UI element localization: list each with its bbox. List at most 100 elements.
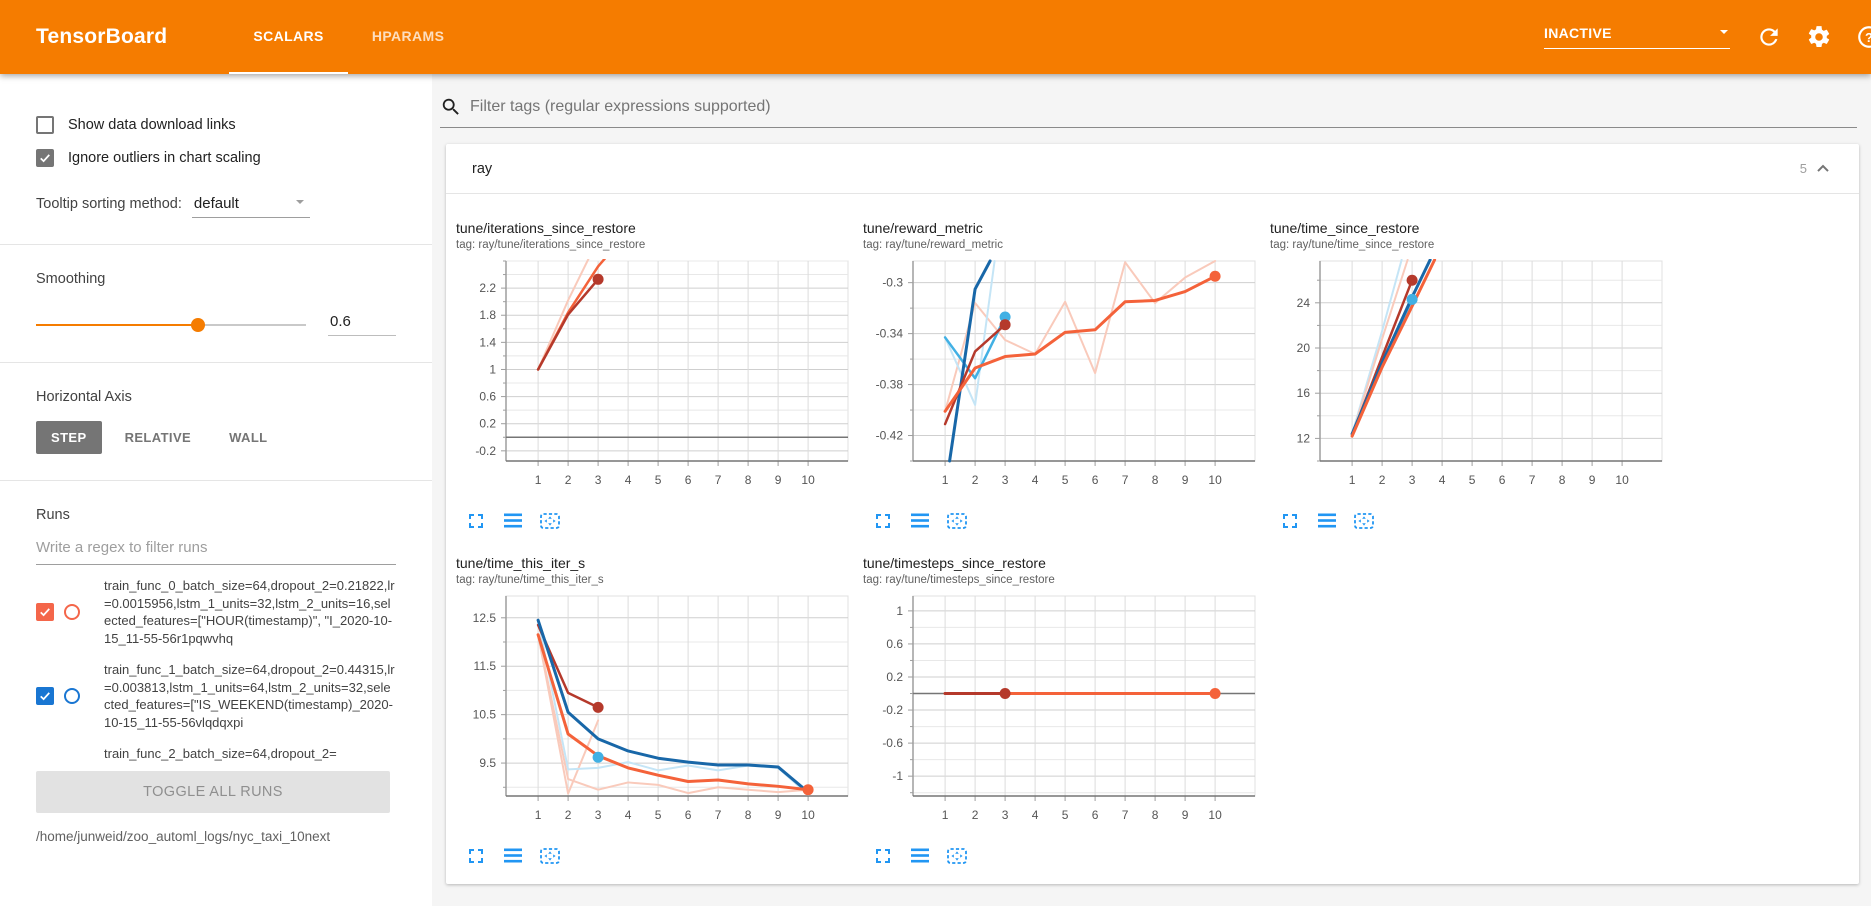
line-chart[interactable]: -1 -0.6 -0.2 0.2 0.6 1 1 2 3 4 5 6 7 8 9 10 bbox=[861, 590, 1263, 840]
axis-step-button[interactable]: STEP bbox=[36, 421, 102, 454]
svg-text:5: 5 bbox=[1469, 473, 1476, 487]
fit-data-icon[interactable] bbox=[538, 509, 562, 533]
runs-filter-input[interactable] bbox=[36, 539, 396, 556]
checkbox-checked-icon[interactable] bbox=[36, 149, 54, 167]
flush-lines-icon[interactable] bbox=[501, 844, 525, 868]
fullscreen-icon[interactable] bbox=[871, 509, 895, 533]
svg-text:20: 20 bbox=[1297, 341, 1311, 355]
svg-text:9: 9 bbox=[1182, 808, 1189, 822]
divider bbox=[0, 480, 432, 481]
divider bbox=[0, 244, 432, 245]
help-icon[interactable]: ? bbox=[1856, 24, 1871, 50]
smoothing-value[interactable]: 0.6 bbox=[328, 313, 396, 336]
flush-lines-icon[interactable] bbox=[908, 509, 932, 533]
tooltip-sort-dropdown[interactable]: default bbox=[191, 195, 310, 218]
chart-title: tune/iterations_since_restore bbox=[456, 220, 636, 236]
fullscreen-icon[interactable] bbox=[871, 844, 895, 868]
line-chart[interactable]: -0.2 0.2 0.6 1 1.4 1.8 2.2 1 2 3 4 5 6 7 8 9 10 bbox=[454, 255, 856, 505]
status-label: INACTIVE bbox=[1544, 25, 1612, 41]
run-radio-icon[interactable] bbox=[64, 688, 80, 705]
flush-lines-icon[interactable] bbox=[908, 844, 932, 868]
flush-lines-icon[interactable] bbox=[501, 509, 525, 533]
status-dropdown[interactable]: INACTIVE bbox=[1544, 25, 1730, 49]
refresh-icon[interactable] bbox=[1756, 24, 1782, 50]
section-title: ray bbox=[472, 160, 493, 177]
line-chart[interactable]: -0.42 -0.38 -0.34 -0.3 1 2 3 4 5 6 7 8 9 10 bbox=[861, 255, 1263, 505]
settings-icon[interactable] bbox=[1806, 24, 1832, 50]
svg-text:-1: -1 bbox=[892, 769, 903, 783]
run-checkbox-icon[interactable] bbox=[36, 687, 54, 706]
svg-text:1: 1 bbox=[1349, 473, 1356, 487]
section-chart-count: 5 bbox=[1799, 161, 1807, 176]
slider-handle[interactable] bbox=[191, 317, 205, 332]
svg-text:3: 3 bbox=[1002, 808, 1009, 822]
tooltip-sort-value: default bbox=[193, 195, 239, 212]
ray-section-header[interactable]: ray 5 bbox=[446, 144, 1859, 194]
tag-filter-input[interactable] bbox=[470, 98, 1857, 116]
svg-text:6: 6 bbox=[685, 473, 692, 487]
svg-text:9: 9 bbox=[1589, 473, 1596, 487]
run-list-item[interactable]: train_func_2_batch_size=64,dropout_2= bbox=[36, 745, 396, 765]
axis-relative-button[interactable]: RELATIVE bbox=[124, 430, 192, 445]
ignore-outliers-checkbox-row[interactable]: Ignore outliers in chart scaling bbox=[36, 149, 396, 167]
svg-text:2: 2 bbox=[565, 808, 572, 822]
chevron-up-icon[interactable] bbox=[1813, 159, 1833, 179]
chart-card: tune/time_this_iter_s tag: ray/tune/time… bbox=[454, 555, 861, 868]
smoothing-slider[interactable] bbox=[36, 317, 306, 332]
svg-text:8: 8 bbox=[745, 473, 752, 487]
flush-lines-icon[interactable] bbox=[1315, 509, 1339, 533]
toggle-all-runs-button[interactable]: TOGGLE ALL RUNS bbox=[36, 771, 390, 814]
svg-text:-0.3: -0.3 bbox=[882, 276, 903, 290]
run-checkbox-icon[interactable] bbox=[36, 603, 54, 622]
svg-text:1: 1 bbox=[896, 604, 903, 618]
tab-hparams[interactable]: HPARAMS bbox=[371, 28, 445, 44]
svg-text:5: 5 bbox=[1062, 808, 1069, 822]
svg-text:9: 9 bbox=[775, 808, 782, 822]
svg-text:10: 10 bbox=[801, 808, 815, 822]
svg-text:9.5: 9.5 bbox=[479, 756, 496, 770]
svg-text:8: 8 bbox=[745, 808, 752, 822]
run-controls bbox=[36, 661, 98, 731]
chart-actions bbox=[871, 844, 1268, 868]
svg-text:1: 1 bbox=[535, 473, 542, 487]
app-header: TensorBoard SCALARS HPARAMS INACTIVE ? bbox=[0, 0, 1871, 74]
svg-text:9: 9 bbox=[775, 473, 782, 487]
tag-filter-row bbox=[440, 96, 1857, 128]
run-list-item[interactable]: train_func_1_batch_size=64,dropout_2=0.4… bbox=[36, 661, 396, 731]
smoothing-label: Smoothing bbox=[36, 271, 106, 287]
svg-text:4: 4 bbox=[1439, 473, 1446, 487]
chart-tag: tag: ray/tune/iterations_since_restore bbox=[456, 239, 646, 251]
show-download-links-checkbox-row[interactable]: Show data download links bbox=[36, 116, 396, 134]
tab-scalars[interactable]: SCALARS bbox=[229, 0, 348, 74]
fullscreen-icon[interactable] bbox=[1278, 509, 1302, 533]
svg-text:16: 16 bbox=[1297, 386, 1311, 400]
fullscreen-icon[interactable] bbox=[464, 509, 488, 533]
divider bbox=[0, 362, 432, 363]
run-radio-icon[interactable] bbox=[64, 604, 80, 621]
svg-text:7: 7 bbox=[1529, 473, 1536, 487]
svg-text:7: 7 bbox=[1122, 808, 1129, 822]
svg-text:-0.34: -0.34 bbox=[876, 327, 904, 341]
svg-text:-0.38: -0.38 bbox=[876, 378, 904, 392]
search-icon bbox=[440, 96, 462, 118]
main-panel: ray 5 tune/iterations_since_restore tag:… bbox=[432, 74, 1871, 906]
axis-wall-button[interactable]: WALL bbox=[229, 430, 268, 445]
chart-card: tune/reward_metric tag: ray/tune/reward_… bbox=[861, 220, 1268, 533]
fit-data-icon[interactable] bbox=[945, 844, 969, 868]
svg-text:1: 1 bbox=[942, 808, 949, 822]
checkbox-unchecked-icon[interactable] bbox=[36, 116, 54, 134]
svg-text:1: 1 bbox=[535, 808, 542, 822]
fit-data-icon[interactable] bbox=[538, 844, 562, 868]
tooltip-sort-row: Tooltip sorting method: default bbox=[36, 195, 396, 218]
chart-card: tune/time_since_restore tag: ray/tune/ti… bbox=[1268, 220, 1675, 533]
svg-text:6: 6 bbox=[1092, 808, 1099, 822]
fullscreen-icon[interactable] bbox=[464, 844, 488, 868]
chart-tag: tag: ray/tune/timesteps_since_restore bbox=[863, 574, 1055, 586]
line-chart[interactable]: 9.5 10.5 11.5 12.5 1 2 3 4 5 6 7 8 9 10 bbox=[454, 590, 856, 840]
run-list-item[interactable]: train_func_0_batch_size=64,dropout_2=0.2… bbox=[36, 577, 396, 647]
chart-tag: tag: ray/tune/time_this_iter_s bbox=[456, 574, 604, 586]
fit-data-icon[interactable] bbox=[945, 509, 969, 533]
fit-data-icon[interactable] bbox=[1352, 509, 1376, 533]
svg-text:1: 1 bbox=[489, 362, 496, 376]
